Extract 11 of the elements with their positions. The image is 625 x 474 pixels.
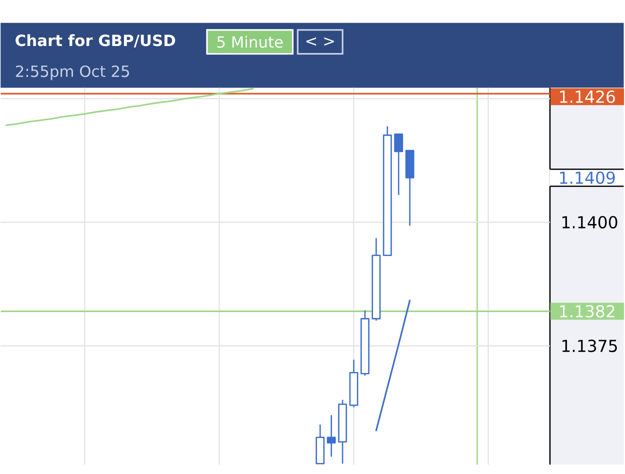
ref-line-label: 1.1382 (560, 305, 614, 318)
text: 5 Minute (217, 36, 283, 48)
text: 1.1409 (560, 172, 615, 184)
candlestick (326, 414, 336, 458)
chart-title: Chart for GBP/USD (16, 34, 176, 48)
y-tick-label: 1.1400 (562, 216, 618, 229)
y-tick-label: 1.1375 (562, 340, 617, 352)
chart-subtitle: 2:55pm Oct 25 (16, 66, 129, 80)
ref-line-label: 1.1426 (560, 90, 615, 104)
candlestick (394, 133, 404, 196)
text: < > (306, 38, 334, 46)
